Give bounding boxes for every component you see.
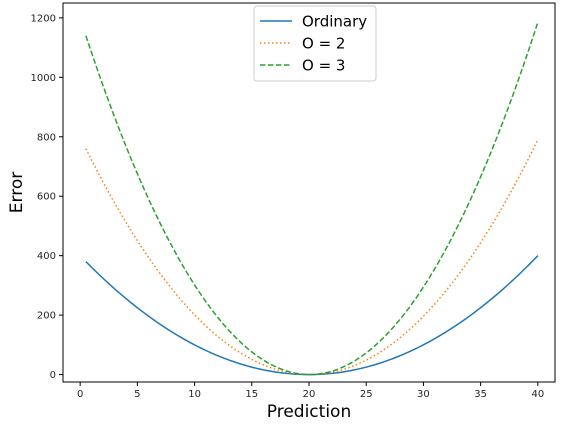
x-tick-label: 35	[474, 389, 487, 400]
y-tick-label: 0	[50, 370, 56, 381]
series-line-ordinary	[85, 255, 539, 376]
x-tick-label: 30	[417, 389, 430, 400]
y-tick-label: 1000	[31, 73, 56, 84]
y-axis-ticks: 0 200 400 600 800 1000 1200	[31, 13, 63, 381]
x-tick-label: 25	[360, 389, 373, 400]
x-axis-label: Prediction	[267, 402, 351, 422]
y-tick-label: 600	[37, 192, 56, 203]
legend-label: O = 2	[302, 35, 345, 53]
y-tick-label: 800	[37, 132, 56, 143]
x-axis-ticks: 0 5 10 15 20 25 30 35 40	[77, 382, 544, 400]
legend-box	[253, 5, 377, 82]
x-tick-label: 10	[188, 389, 201, 400]
series-line-o-2	[85, 139, 539, 376]
legend-label: Ordinary	[302, 13, 367, 31]
y-tick-label: 1200	[31, 13, 56, 24]
y-tick-label: 400	[37, 251, 56, 262]
x-tick-label: 0	[77, 389, 83, 400]
series-line-o-3	[85, 22, 539, 376]
y-axis-label: Error	[7, 172, 27, 213]
legend: Ordinary O = 2 O = 3	[253, 5, 377, 82]
x-tick-label: 20	[303, 389, 316, 400]
x-tick-label: 5	[134, 389, 140, 400]
y-tick-label: 200	[37, 311, 56, 322]
x-tick-label: 40	[531, 389, 544, 400]
x-tick-label: 15	[245, 389, 258, 400]
plot-area	[85, 22, 539, 376]
plot-frame	[62, 2, 556, 383]
legend-label: O = 3	[302, 57, 345, 75]
